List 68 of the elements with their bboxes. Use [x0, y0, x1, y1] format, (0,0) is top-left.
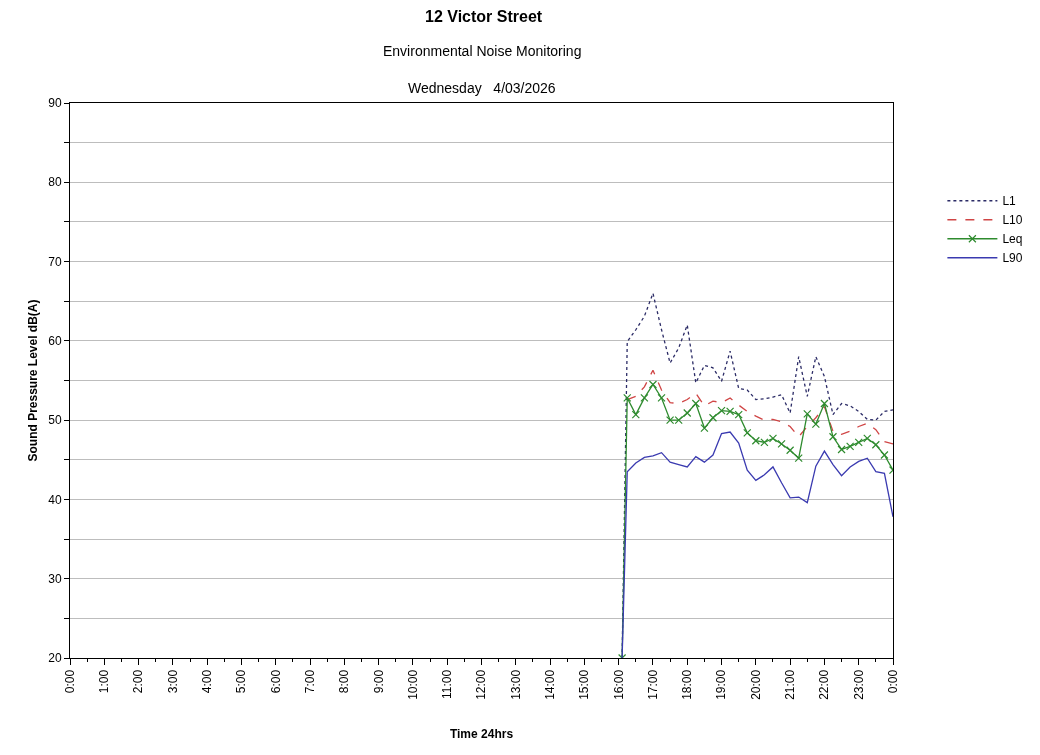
x-tick-label: 14:00: [542, 669, 557, 700]
point: [640, 393, 649, 403]
x-tick-label: 12:00: [474, 669, 489, 700]
point: [794, 454, 803, 463]
point: [648, 380, 658, 389]
x-tick-label: 23:00: [851, 669, 866, 700]
y-tick-label: 60: [48, 334, 62, 349]
y-tick-label: 40: [48, 492, 62, 507]
y-tick-label: 20: [48, 651, 62, 666]
point: [811, 420, 820, 429]
point: [683, 408, 692, 418]
x-tick-label: 15:00: [577, 669, 592, 700]
chart-title: 12 Victor Street: [425, 7, 543, 25]
legend-label: L10: [1002, 213, 1023, 228]
y-tick-label: 80: [48, 175, 62, 190]
point: [777, 439, 786, 449]
x-tick-label: 2:00: [131, 669, 146, 694]
point: [846, 442, 855, 451]
y-tick-label: 30: [48, 571, 62, 586]
legend-label: L90: [1002, 251, 1023, 266]
point: [623, 393, 632, 403]
x-tick-label: 17:00: [645, 669, 660, 700]
point: [708, 413, 718, 422]
x-tick-label: 19:00: [714, 669, 729, 700]
point: [854, 438, 863, 447]
point: [803, 409, 812, 418]
line-series: [621, 431, 893, 658]
point: [700, 423, 709, 433]
x-tick-label: 18:00: [680, 669, 695, 700]
y-tick-label: 90: [48, 96, 62, 111]
point: [734, 410, 743, 419]
x-tick-label: 13:00: [508, 669, 523, 700]
x-tick-label: 1:00: [97, 669, 112, 694]
x-tick-label: 0:00: [62, 669, 77, 694]
x-tick-label: 9:00: [371, 669, 386, 694]
y-tick-label: 50: [48, 413, 62, 428]
point: [768, 434, 778, 443]
y-tick-label: 70: [48, 254, 62, 269]
point: [631, 410, 640, 419]
x-tick-label: 16:00: [611, 669, 626, 700]
x-tick-label: 6:00: [268, 669, 283, 694]
point: [837, 445, 846, 454]
x-tick-label: 22:00: [817, 669, 832, 700]
point: [863, 434, 872, 443]
x-tick-label: 7:00: [302, 669, 317, 694]
x-axis-title: Time 24hrs: [449, 726, 514, 741]
legend-label: Leq: [1002, 232, 1023, 247]
point: [880, 450, 889, 460]
x-tick-label: 3:00: [165, 669, 180, 694]
legend-label: L1: [1002, 194, 1017, 209]
x-tick-label: 5:00: [234, 669, 249, 694]
line-series: [626, 369, 893, 445]
point: [691, 399, 700, 408]
x-tick-label: 0:00: [885, 669, 900, 694]
y-axis-title: Sound Pressure Level dB(A): [25, 299, 40, 462]
text: Environmental Noise Monitoring Wednesday 4/03/2026: [383, 43, 582, 96]
point: [786, 446, 795, 455]
x-tick-label: 8:00: [337, 669, 352, 694]
x-tick-label: 4:00: [200, 669, 215, 694]
point: [820, 399, 829, 408]
point: [871, 440, 880, 449]
point: [657, 393, 666, 403]
x-tick-label: 11:00: [440, 669, 455, 699]
x-tick-label: 10:00: [405, 669, 420, 700]
point: [828, 432, 838, 441]
x-tick-label: 21:00: [783, 669, 798, 700]
x-tick-label: 20:00: [748, 669, 763, 700]
point: [743, 428, 752, 437]
